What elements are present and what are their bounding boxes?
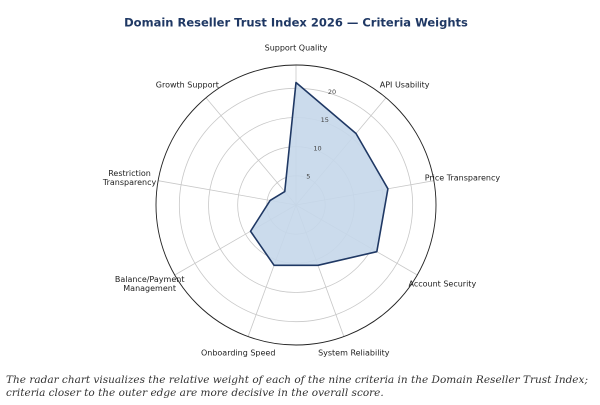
spoke: [205, 97, 297, 206]
chart-title: Domain Reseller Trust Index 2026 — Crite…: [124, 16, 468, 30]
category-label: Account Security: [408, 279, 477, 288]
category-label: Support Quality: [264, 43, 328, 53]
category-label: Growth Support: [155, 80, 219, 90]
outer-ring: [155, 64, 437, 346]
category-label: API Usability: [379, 80, 430, 90]
category-label: Balance/Payment Management: [114, 274, 185, 293]
r-tick-label: 10: [313, 144, 321, 152]
caption: The radar chart visualizes the relative …: [6, 374, 588, 399]
category-label: System Reliability: [318, 348, 390, 358]
category-label: Onboarding Speed: [200, 348, 276, 358]
radar-area: [249, 81, 389, 267]
r-tick-label: 20: [328, 88, 336, 96]
r-tick-label: 15: [321, 116, 329, 124]
chart: Domain Reseller Trust Index 2026 — Crite…: [124, 16, 468, 346]
category-label: Restriction Transparency: [102, 168, 157, 187]
category-label: Price Transparency: [424, 173, 501, 183]
r-tick-label: 5: [306, 173, 310, 181]
